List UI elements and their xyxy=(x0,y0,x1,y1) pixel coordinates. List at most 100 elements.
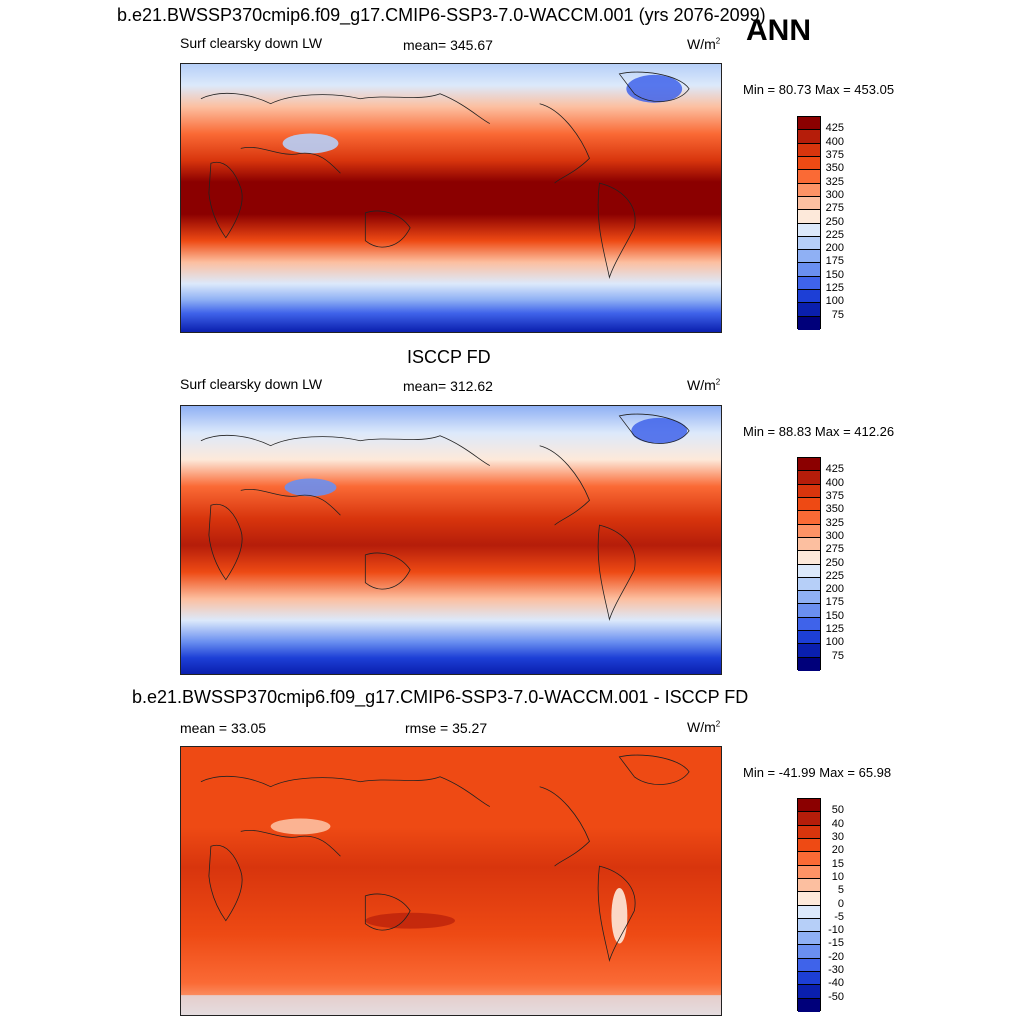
colorbar-swatch xyxy=(798,604,820,618)
colorbar-swatch xyxy=(798,812,820,826)
colorbar-tick-label: -10 xyxy=(828,924,844,937)
colorbar-tick-label: 250 xyxy=(825,215,844,228)
colorbar-tick-label: 100 xyxy=(825,636,844,649)
colorbar-swatch xyxy=(798,838,820,853)
colorbar-swatch xyxy=(798,865,820,879)
colorbar-tick-label: 20 xyxy=(831,844,844,857)
colorbar-swatch xyxy=(798,852,820,866)
colorbar-swatch xyxy=(798,524,820,538)
colorbar-swatch xyxy=(798,471,820,485)
colorbar-swatch xyxy=(798,657,820,671)
colorbar-tick-label: -50 xyxy=(828,990,844,1003)
colorbar-swatch xyxy=(798,631,820,645)
colorbar-tick-label: -15 xyxy=(828,937,844,950)
panel3-mean: mean = 33.05 xyxy=(180,720,267,736)
colorbar-tick-label: 200 xyxy=(825,583,844,596)
colorbar-tick-label: 15 xyxy=(831,857,844,870)
colorbar-tick-label: 375 xyxy=(825,148,844,161)
colorbar-swatch xyxy=(798,316,820,330)
colorbar-swatch xyxy=(798,905,820,919)
panel3-units: W/m2 xyxy=(687,719,721,735)
panel2-units: W/m2 xyxy=(687,377,721,393)
colorbar-swatch xyxy=(798,591,820,605)
colorbar-swatch xyxy=(798,998,820,1012)
colorbar-swatch xyxy=(798,825,820,839)
colorbar-swatch xyxy=(798,551,820,565)
season-label: ANN xyxy=(746,14,811,47)
colorbar-swatch xyxy=(798,985,820,999)
colorbar-tick-label: 200 xyxy=(825,242,844,255)
colorbar-tick-label: 400 xyxy=(825,135,844,148)
colorbar-tick-label: 325 xyxy=(825,516,844,529)
main-title: b.e21.BWSSP370cmip6.f09_g17.CMIP6-SSP3-7… xyxy=(117,5,766,25)
colorbar-swatch xyxy=(798,945,820,959)
colorbar-tick-label: 50 xyxy=(831,804,844,817)
colorbar-swatch xyxy=(798,932,820,946)
panel3-title: b.e21.BWSSP370cmip6.f09_g17.CMIP6-SSP3-7… xyxy=(132,687,749,707)
colorbar-swatch xyxy=(798,183,820,197)
panel2-minmax: Min = 88.83 Max = 412.26 xyxy=(743,424,895,439)
colorbar-tick-label: 125 xyxy=(825,623,844,636)
panel3-rmse: rmse = 35.27 xyxy=(405,720,488,736)
colorbar-tick-label: 300 xyxy=(825,529,844,542)
colorbar-tick-label: 225 xyxy=(825,228,844,241)
colorbar-swatch xyxy=(798,303,820,317)
colorbar-swatch xyxy=(798,537,820,552)
colorbar-tick-label: 0 xyxy=(837,897,844,910)
colorbar-swatch xyxy=(798,484,820,498)
panel2-colorbar xyxy=(797,457,821,671)
colorbar-tick-label: 150 xyxy=(825,268,844,281)
colorbar-swatch xyxy=(798,263,820,277)
panel1-units: W/m2 xyxy=(687,36,721,52)
colorbar-tick-label: 175 xyxy=(825,596,844,609)
colorbar-swatch xyxy=(798,290,820,304)
colorbar-swatch xyxy=(798,130,820,144)
colorbar-swatch xyxy=(798,196,820,211)
colorbar-tick-label: -30 xyxy=(828,964,844,977)
colorbar-tick-label: 275 xyxy=(825,543,844,556)
colorbar-tick-label: 10 xyxy=(831,870,844,883)
panel1-map xyxy=(180,63,722,333)
colorbar-swatch xyxy=(798,799,820,813)
panel2-variable: Surf clearsky down LW xyxy=(180,376,323,392)
colorbar-tick-label: 75 xyxy=(831,308,844,321)
panel2-title: ISCCP FD xyxy=(407,347,491,367)
colorbar-swatch xyxy=(798,958,820,973)
colorbar-swatch xyxy=(798,276,820,291)
colorbar-tick-label: 300 xyxy=(825,188,844,201)
colorbar-tick-label: 125 xyxy=(825,282,844,295)
colorbar-swatch xyxy=(798,117,820,131)
colorbar-tick-label: -40 xyxy=(828,977,844,990)
colorbar-swatch xyxy=(798,458,820,472)
panel3-minmax: Min = -41.99 Max = 65.98 xyxy=(743,765,892,780)
colorbar-swatch xyxy=(798,878,820,893)
colorbar-swatch xyxy=(798,564,820,578)
colorbar-tick-label: -20 xyxy=(828,950,844,963)
colorbar-tick-label: 400 xyxy=(825,476,844,489)
colorbar-tick-label: 325 xyxy=(825,175,844,188)
colorbar-tick-label: 175 xyxy=(825,255,844,268)
panel3-map xyxy=(180,746,722,1016)
colorbar-tick-label: 350 xyxy=(825,162,844,175)
colorbar-tick-label: 40 xyxy=(831,817,844,830)
colorbar-swatch xyxy=(798,250,820,264)
panel1-mean: mean= 345.67 xyxy=(403,37,493,53)
colorbar-swatch xyxy=(798,156,820,171)
colorbar-swatch xyxy=(798,972,820,986)
colorbar-tick-label: 425 xyxy=(825,122,844,135)
colorbar-tick-label: 350 xyxy=(825,503,844,516)
colorbar-swatch xyxy=(798,143,820,157)
colorbar-swatch xyxy=(798,223,820,237)
colorbar-tick-label: 5 xyxy=(837,884,844,897)
colorbar-tick-label: 250 xyxy=(825,556,844,569)
colorbar-tick-label: -5 xyxy=(834,910,844,923)
colorbar-tick-label: 150 xyxy=(825,609,844,622)
panel1-variable: Surf clearsky down LW xyxy=(180,35,323,51)
colorbar-swatch xyxy=(798,210,820,224)
colorbar-tick-label: 100 xyxy=(825,295,844,308)
colorbar-tick-label: 225 xyxy=(825,569,844,582)
colorbar-tick-label: 375 xyxy=(825,489,844,502)
panel3-colorbar xyxy=(797,798,821,1012)
colorbar-swatch xyxy=(798,644,820,658)
colorbar-tick-label: 275 xyxy=(825,202,844,215)
